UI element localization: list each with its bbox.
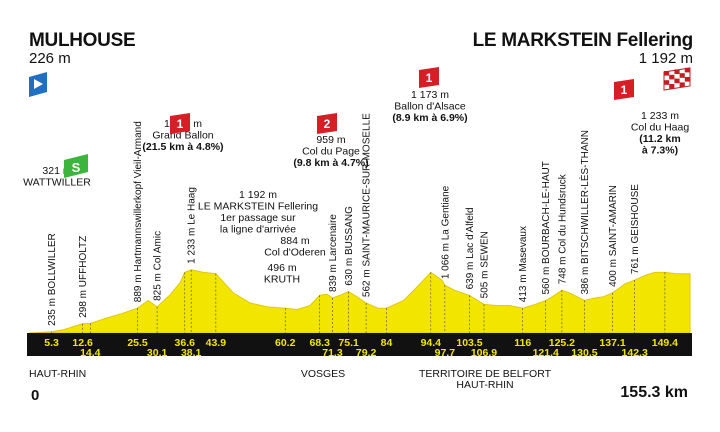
vertical-place-label: 413 m Masevaux bbox=[518, 226, 529, 302]
km-label: 121.4 bbox=[533, 347, 559, 359]
km-label: 60.2 bbox=[275, 337, 296, 349]
km-label: 149.4 bbox=[652, 337, 678, 349]
annotation-line: WATTWILLER bbox=[23, 177, 91, 189]
annotation-line: (8.9 km à 6.9%) bbox=[392, 112, 467, 124]
km-label: 25.5 bbox=[127, 337, 148, 349]
km-label: 38.1 bbox=[181, 347, 202, 359]
start-altitude: 226 m bbox=[29, 50, 71, 67]
vertical-place-label: 505 m SEWEN bbox=[479, 231, 490, 298]
km-label: 137.1 bbox=[599, 337, 625, 349]
annotation-line: 1 192 m bbox=[239, 189, 277, 201]
region-label: VOSGES bbox=[301, 368, 345, 380]
finish-flag-check bbox=[679, 73, 685, 78]
annotation-line: Ballon d'Alsace bbox=[394, 101, 466, 113]
km-label: 125.2 bbox=[549, 337, 575, 349]
vertical-place-label: 1 233 m Le Haag bbox=[187, 187, 198, 264]
finish-flag-check bbox=[664, 80, 670, 85]
region-label: HAUT-RHIN bbox=[29, 368, 86, 380]
finish-flag-check bbox=[684, 77, 690, 82]
annotation-line: 959 m bbox=[316, 134, 345, 146]
km-label: 79.2 bbox=[356, 347, 377, 359]
annotation-line: la ligne d'arrivée bbox=[220, 224, 296, 236]
km-label: 116 bbox=[514, 337, 531, 349]
vertical-place-label: 761 m GEISHOUSE bbox=[630, 184, 641, 274]
km-label: 142.3 bbox=[622, 347, 648, 359]
annotation-line: LE MARKSTEIN Fellering bbox=[198, 201, 318, 213]
climb-category-flag bbox=[317, 113, 337, 134]
climb-category-flag bbox=[419, 67, 439, 88]
annotation-line: Grand Ballon bbox=[152, 130, 213, 142]
annotation-line: 1 173 m bbox=[411, 89, 449, 101]
region-label: TERRITOIRE DE BELFORT bbox=[419, 368, 552, 380]
annotation-line: 1er passage sur bbox=[220, 212, 296, 224]
km-label: 12.6 bbox=[72, 337, 93, 349]
finish-flag-check bbox=[669, 74, 675, 80]
distance-band bbox=[27, 333, 692, 356]
distance-end: 155.3 km bbox=[620, 384, 688, 401]
climb-category-flag bbox=[170, 113, 190, 134]
annotation-line: (9.8 km à 4.7%) bbox=[293, 157, 368, 169]
climb-category-label: 2 bbox=[324, 117, 331, 131]
km-label: 14.4 bbox=[80, 347, 101, 359]
annotation-line: (21.5 km à 4.8%) bbox=[142, 141, 223, 153]
climb-category-flag bbox=[614, 79, 634, 100]
vertical-place-label: 560 m BOURBACH-LE-HAUT bbox=[541, 161, 552, 294]
vertical-place-label: 386 m BITSCHWILLER-LÈS-THANN bbox=[578, 130, 591, 294]
finish-flag-check bbox=[679, 82, 685, 87]
annotation-line: (11.2 km bbox=[639, 133, 680, 145]
vertical-place-label: 298 m UFFHOLTZ bbox=[78, 236, 89, 318]
annotation-line: Col du Page bbox=[302, 146, 360, 158]
km-label: 43.9 bbox=[206, 337, 227, 349]
km-label: 130.5 bbox=[571, 347, 597, 359]
km-label: 94.4 bbox=[421, 337, 442, 349]
km-label: 75.1 bbox=[338, 337, 359, 349]
annotation-line: Col du Haag bbox=[631, 122, 690, 134]
annotation-line: à 7.3%) bbox=[642, 145, 678, 157]
start-play-icon bbox=[34, 79, 43, 89]
start-town: MULHOUSE bbox=[29, 30, 136, 51]
region-label: HAUT-RHIN bbox=[456, 379, 513, 391]
distance-start: 0 bbox=[31, 387, 40, 404]
km-label: 71.3 bbox=[322, 347, 343, 359]
finish-altitude: 1 192 m bbox=[638, 50, 693, 67]
annotation-line: 884 m bbox=[280, 235, 309, 247]
climb-category-label: 1 bbox=[621, 83, 628, 97]
km-label: 106.9 bbox=[471, 347, 497, 359]
finish-flag-check bbox=[674, 69, 680, 74]
vertical-place-label: 1 066 m La Gentiane bbox=[440, 185, 451, 279]
km-label: 36.6 bbox=[175, 337, 196, 349]
km-label: 84 bbox=[381, 337, 393, 349]
vertical-place-label: 562 m SAINT-MAURICE-SUR-MOSELLE bbox=[362, 113, 373, 297]
climb-category-label: 1 bbox=[426, 71, 433, 85]
profile-area bbox=[28, 269, 691, 334]
finish-town: LE MARKSTEIN Fellering bbox=[472, 30, 694, 51]
km-label: 5.3 bbox=[44, 337, 59, 349]
vertical-place-label: 630 m BUSSANG bbox=[344, 206, 355, 286]
vertical-place-label: 235 m BOLLWILLER bbox=[47, 233, 58, 326]
annotation-line: Col d'Oderen bbox=[264, 247, 326, 259]
vertical-place-label: 639 m Lac d'Alfeld bbox=[465, 207, 476, 289]
finish-flag-check bbox=[674, 78, 680, 84]
finish-flag-check bbox=[669, 84, 675, 89]
vertical-place-label: 889 m Hartmannswillerkopf Vieil-Armand bbox=[133, 121, 144, 302]
annotation-line: 496 m bbox=[267, 262, 296, 274]
km-label: 103.5 bbox=[456, 337, 482, 349]
finish-flag-check bbox=[664, 71, 670, 76]
vertical-place-label: 825 m Col Amic bbox=[153, 231, 164, 301]
vertical-place-label: 839 m Larcenaire bbox=[328, 214, 339, 292]
climb-category-label: 1 bbox=[177, 117, 184, 131]
km-label: 30.1 bbox=[147, 347, 168, 359]
vertical-place-label: 748 m Col du Hundsruck bbox=[557, 173, 568, 284]
vertical-place-label: 400 m SAINT-AMARIN bbox=[608, 185, 619, 287]
annotation-line: 1 233 m bbox=[641, 110, 679, 122]
sprint-flag bbox=[64, 154, 88, 178]
km-label: 68.3 bbox=[309, 337, 330, 349]
annotation-line: KRUTH bbox=[264, 274, 300, 286]
km-label: 97.7 bbox=[435, 347, 456, 359]
finish-flag-check bbox=[684, 67, 690, 73]
sprint-label: S bbox=[72, 160, 81, 175]
